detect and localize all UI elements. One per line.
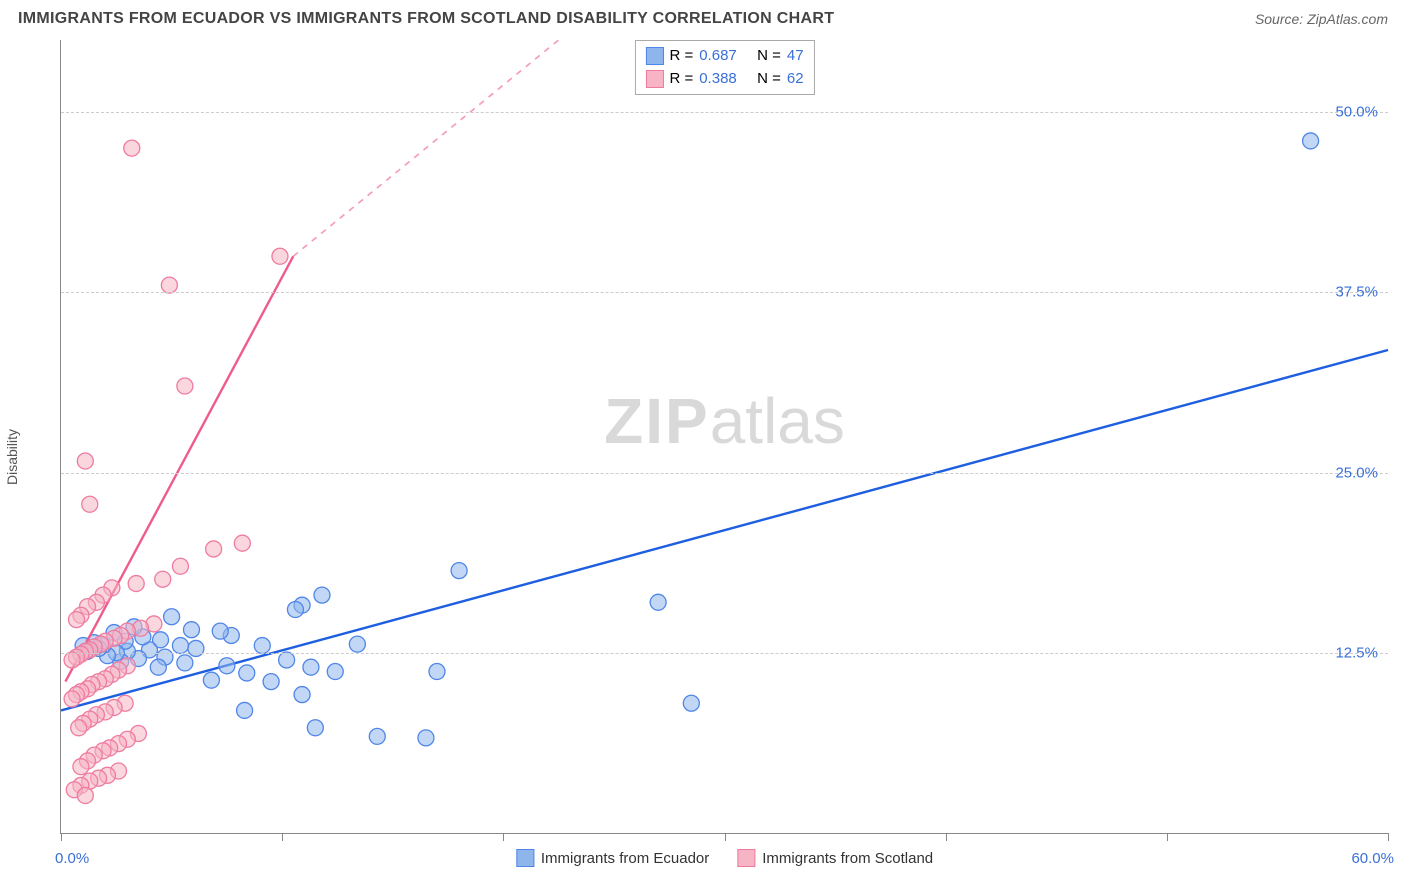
scatter-svg [61, 40, 1388, 833]
y-tick-label: 25.0% [1335, 464, 1378, 481]
x-tick [1167, 833, 1168, 841]
y-tick-label: 37.5% [1335, 284, 1378, 301]
swatch-ecuador [645, 47, 663, 65]
gridline [61, 292, 1388, 293]
r-value-scotland: 0.388 [699, 68, 737, 91]
chart-title: IMMIGRANTS FROM ECUADOR VS IMMIGRANTS FR… [18, 10, 834, 28]
x-tick [946, 833, 947, 841]
legend-item-scotland: Immigrants from Scotland [737, 849, 933, 867]
correlation-legend: R = 0.687 N = 47 R = 0.388 N = 62 [634, 40, 814, 95]
gridline [61, 473, 1388, 474]
x-tick [1388, 833, 1389, 841]
y-tick-label: 12.5% [1335, 644, 1378, 661]
y-tick-label: 50.0% [1335, 104, 1378, 121]
x-tick [61, 833, 62, 841]
x-tick [725, 833, 726, 841]
x-tick [503, 833, 504, 841]
n-value-ecuador: 47 [787, 45, 804, 68]
y-axis-label: Disability [4, 429, 20, 485]
series-legend: Immigrants from Ecuador Immigrants from … [516, 849, 933, 867]
swatch-scotland-icon [737, 849, 755, 867]
source-attribution: Source: ZipAtlas.com [1255, 11, 1388, 27]
legend-row-scotland: R = 0.388 N = 62 [645, 68, 803, 91]
x-min-label: 0.0% [55, 850, 89, 867]
swatch-scotland [645, 70, 663, 88]
legend-item-ecuador: Immigrants from Ecuador [516, 849, 709, 867]
x-max-label: 60.0% [1351, 850, 1394, 867]
chart-container: Disability ZIPatlas R = 0.687 N = 47 R =… [18, 40, 1388, 874]
gridline [61, 653, 1388, 654]
r-value-ecuador: 0.687 [699, 45, 737, 68]
x-tick [282, 833, 283, 841]
swatch-ecuador-icon [516, 849, 534, 867]
legend-row-ecuador: R = 0.687 N = 47 [645, 45, 803, 68]
gridline [61, 112, 1388, 113]
n-value-scotland: 62 [787, 68, 804, 91]
plot-area: ZIPatlas R = 0.687 N = 47 R = 0.388 N = … [60, 40, 1388, 834]
